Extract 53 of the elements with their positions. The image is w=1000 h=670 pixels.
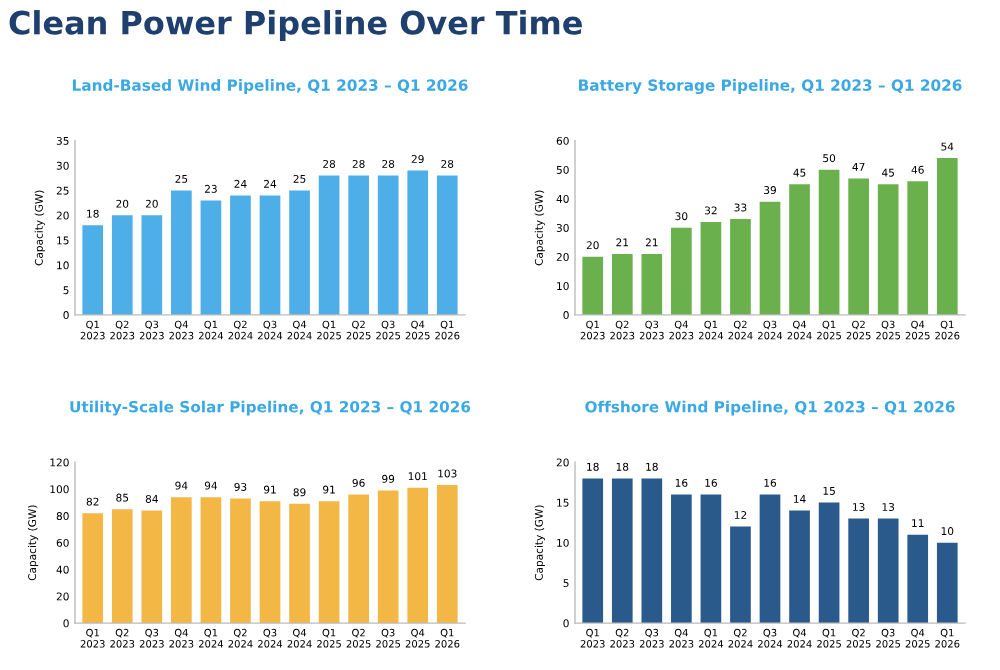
bar — [611, 478, 633, 624]
bar — [111, 215, 133, 315]
bar — [436, 485, 458, 624]
bar — [111, 509, 133, 624]
text: Clean Power Pipeline Over Time — [9, 10, 582, 41]
bar — [289, 190, 310, 315]
bar — [641, 253, 663, 315]
bar — [82, 225, 104, 315]
bar — [907, 181, 929, 315]
bar — [200, 200, 222, 315]
bar — [759, 201, 781, 315]
bar — [671, 227, 692, 315]
bar — [230, 195, 251, 315]
bar — [200, 497, 222, 624]
bar — [671, 494, 692, 624]
bar — [700, 494, 722, 624]
bar — [259, 195, 281, 315]
bar — [789, 184, 810, 315]
bar — [377, 175, 399, 315]
bar — [818, 502, 840, 624]
bar — [230, 498, 251, 624]
bar — [348, 494, 369, 624]
bar — [818, 169, 840, 315]
bar — [348, 175, 369, 315]
bar — [407, 487, 429, 624]
bar — [936, 542, 958, 624]
bar — [141, 215, 163, 315]
bar — [641, 478, 663, 624]
bar — [611, 253, 633, 315]
bar — [700, 221, 722, 315]
bar — [318, 501, 340, 624]
bar — [730, 219, 751, 315]
bar — [289, 503, 310, 624]
bar — [141, 510, 163, 624]
bar — [877, 184, 899, 315]
bar — [582, 478, 604, 624]
bar — [907, 534, 929, 624]
bar — [759, 494, 781, 624]
bar — [936, 158, 958, 315]
bar — [730, 526, 751, 624]
bar — [407, 170, 429, 315]
bar — [789, 510, 810, 624]
bar — [318, 175, 340, 315]
bar — [436, 175, 458, 315]
bar — [259, 501, 281, 624]
bar — [848, 518, 869, 624]
bar — [582, 256, 604, 315]
bar — [82, 513, 104, 624]
bar — [877, 518, 899, 624]
bar — [171, 497, 192, 624]
bar — [848, 178, 869, 315]
bar — [377, 490, 399, 624]
bar — [171, 190, 192, 315]
